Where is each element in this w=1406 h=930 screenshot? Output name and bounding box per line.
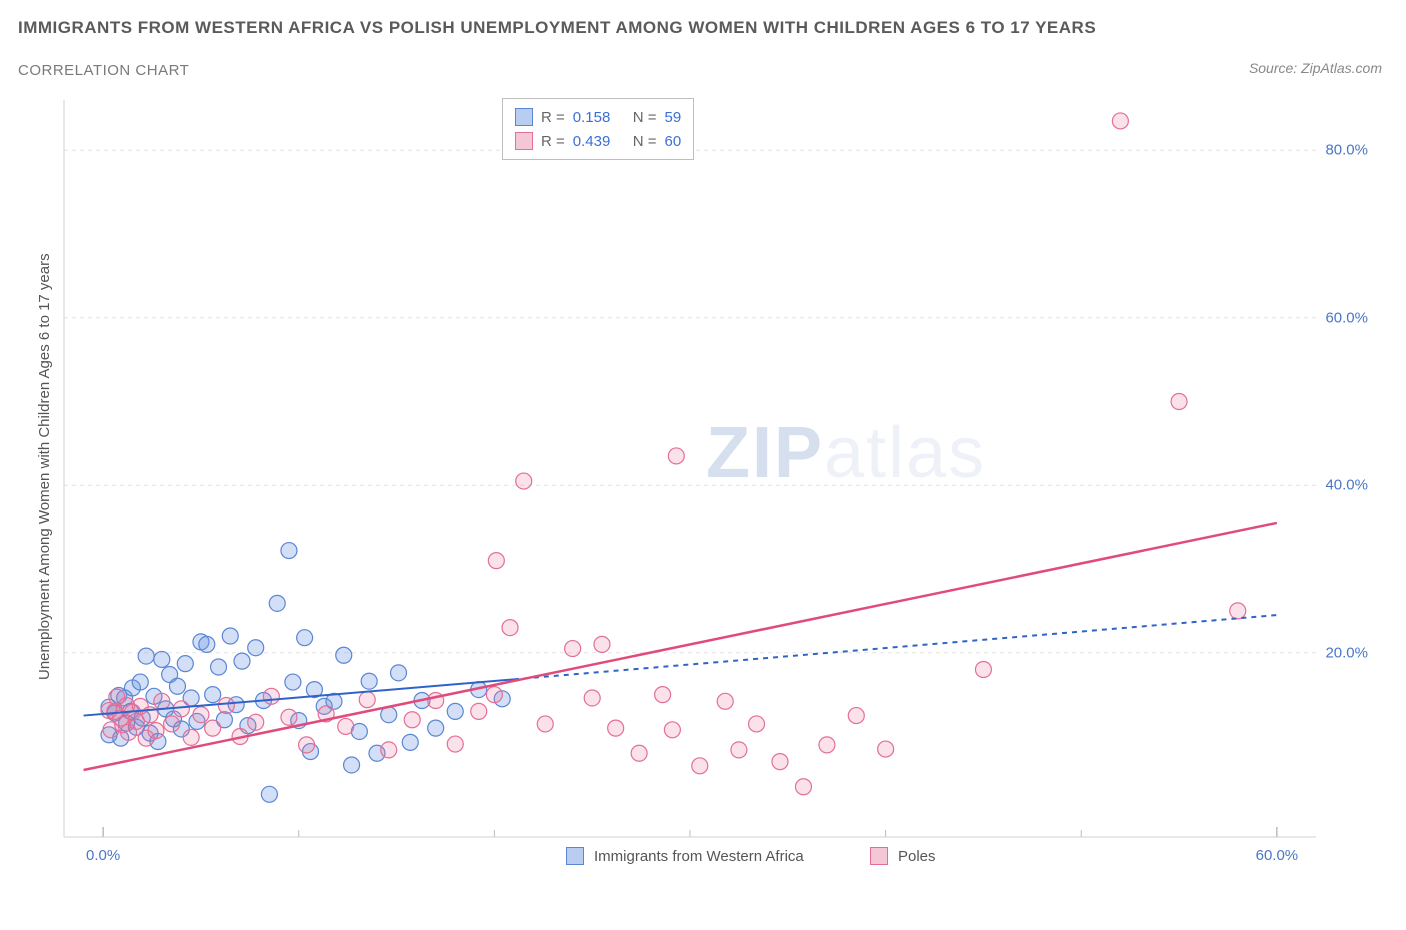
chart-subtitle: CORRELATION CHART xyxy=(18,62,189,79)
plot-svg xyxy=(46,92,1386,887)
legend-swatch xyxy=(515,132,533,150)
legend-n-label: N = xyxy=(633,109,657,126)
y-tick: 80.0% xyxy=(1288,142,1368,159)
y-tick: 60.0% xyxy=(1288,309,1368,326)
legend-r-value: 0.158 xyxy=(573,109,625,126)
legend-r-label: R = xyxy=(541,109,565,126)
legend-row: R = 0.158 N = 59 xyxy=(515,105,681,129)
legend-swatch xyxy=(870,847,888,865)
series-name: Immigrants from Western Africa xyxy=(594,848,804,865)
legend-n-value: 59 xyxy=(665,109,682,126)
legend-n-value: 60 xyxy=(665,133,682,150)
source-credit: Source: ZipAtlas.com xyxy=(1249,60,1382,76)
legend-swatch xyxy=(515,108,533,126)
series-legend-item: Poles xyxy=(870,847,936,865)
series-legend-item: Immigrants from Western Africa xyxy=(566,847,804,865)
y-tick: 40.0% xyxy=(1288,477,1368,494)
correlation-legend: R = 0.158 N = 59 R = 0.439 N = 60 xyxy=(502,98,694,160)
legend-r-value: 0.439 xyxy=(573,133,625,150)
x-tick: 0.0% xyxy=(86,847,120,864)
legend-r-label: R = xyxy=(541,133,565,150)
legend-row: R = 0.439 N = 60 xyxy=(515,129,681,153)
chart-title: IMMIGRANTS FROM WESTERN AFRICA VS POLISH… xyxy=(18,18,1096,38)
y-tick: 20.0% xyxy=(1288,644,1368,661)
legend-n-label: N = xyxy=(633,133,657,150)
legend-swatch xyxy=(566,847,584,865)
series-name: Poles xyxy=(898,848,936,865)
x-tick: 60.0% xyxy=(1256,847,1299,864)
scatter-plot: ZIPatlas R =0.158N =59R =0.439N =60 Immi… xyxy=(46,92,1386,887)
